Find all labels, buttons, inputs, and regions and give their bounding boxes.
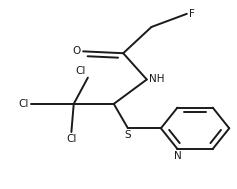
Text: S: S [125, 130, 131, 140]
Text: N: N [173, 151, 181, 161]
Text: Cl: Cl [18, 99, 29, 109]
Text: NH: NH [149, 74, 165, 84]
Text: O: O [73, 46, 81, 56]
Text: Cl: Cl [75, 66, 86, 76]
Text: Cl: Cl [66, 134, 77, 144]
Text: F: F [189, 9, 195, 19]
